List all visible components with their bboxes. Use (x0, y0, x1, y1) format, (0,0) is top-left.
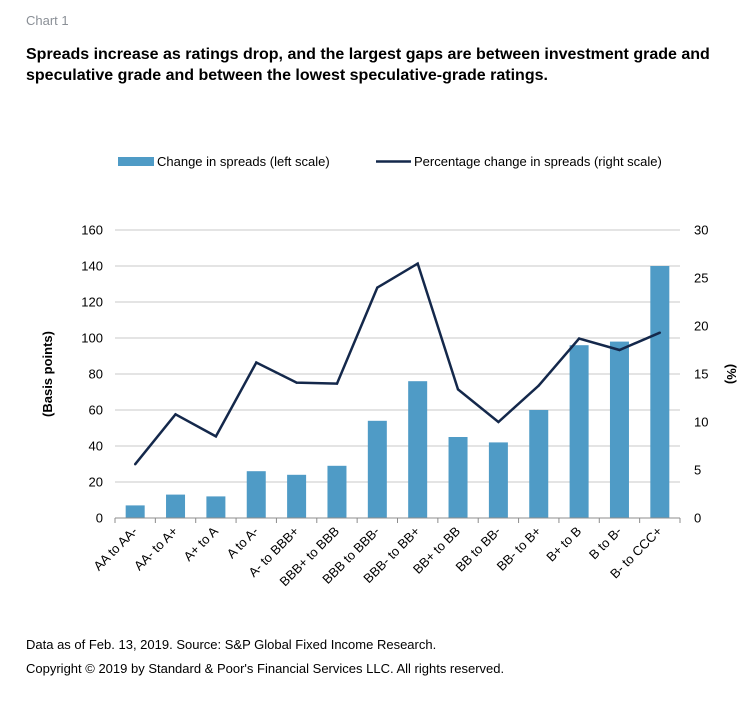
y-tick-right: 30 (694, 223, 708, 238)
line-series (133, 261, 662, 466)
legend-label-bar: Change in spreads (left scale) (157, 154, 330, 169)
y-tick-right: 10 (694, 415, 708, 430)
bar (408, 381, 428, 518)
x-tick-label: B to B- (586, 524, 625, 563)
line-point (618, 348, 621, 352)
bar (529, 410, 549, 518)
line-point (376, 286, 379, 289)
y-tick-right: 5 (694, 463, 701, 478)
x-tick-label: B+ to B (543, 524, 584, 565)
y-tick-left: 100 (81, 331, 103, 346)
bar (650, 266, 670, 518)
y-tick-right: 20 (694, 319, 708, 334)
line-point (537, 384, 540, 387)
line-point (295, 381, 298, 384)
gridlines (115, 229, 680, 483)
x-tick-label: A+ to A (180, 523, 221, 564)
y-tick-right: 0 (694, 511, 701, 526)
y-tick-left: 60 (89, 403, 103, 418)
legend-swatch-bar (118, 157, 154, 166)
y-tick-left: 140 (81, 259, 103, 274)
bar (488, 442, 508, 518)
chart: Change in spreads (left scale) Percentag… (40, 154, 739, 589)
bar (569, 345, 589, 518)
line-path (134, 261, 661, 465)
bar (166, 494, 186, 518)
line-point (174, 413, 177, 416)
line-point (416, 262, 419, 265)
bar (609, 341, 629, 518)
legend-label-line: Percentage change in spreads (right scal… (414, 154, 662, 169)
bar (246, 471, 266, 518)
bar (367, 420, 387, 518)
chart-title: Spreads increase as ratings drop, and th… (26, 46, 710, 84)
y-tick-right: 25 (694, 271, 708, 286)
legend: Change in spreads (left scale) Percentag… (118, 154, 662, 169)
bar (448, 437, 468, 518)
x-tick-label: BB- to B+ (494, 524, 544, 574)
bar (327, 465, 347, 518)
bar (125, 505, 145, 518)
line-point (456, 388, 460, 391)
y-tick-left: 40 (89, 439, 103, 454)
x-tick-label: AA to AA- (90, 524, 140, 574)
chart-label: Chart 1 (26, 13, 69, 28)
line-point (214, 435, 218, 438)
line-point (658, 331, 662, 334)
line-point (133, 463, 137, 466)
y-tick-left: 160 (81, 223, 103, 238)
y-axis-left-label: (Basis points) (40, 331, 55, 417)
bar (287, 474, 307, 518)
bar (206, 496, 226, 518)
line-point (255, 361, 258, 364)
line-point (335, 382, 339, 385)
y-tick-left: 80 (89, 367, 103, 382)
copyright-note: Copyright © 2019 by Standard & Poor's Fi… (26, 661, 505, 676)
y-tick-left: 0 (96, 511, 103, 526)
y-tick-left: 120 (81, 295, 103, 310)
y-tick-right: 15 (694, 367, 708, 382)
bar-series (125, 266, 670, 518)
y-tick-left: 20 (89, 475, 103, 490)
line-point (497, 420, 500, 424)
x-tick-label: A to A- (224, 524, 262, 562)
y-axis-right-label: (%) (724, 364, 739, 384)
x-tick-label: AA- to A+ (131, 524, 181, 574)
source-note: Data as of Feb. 13, 2019. Source: S&P Gl… (26, 637, 437, 652)
line-point (577, 337, 581, 340)
